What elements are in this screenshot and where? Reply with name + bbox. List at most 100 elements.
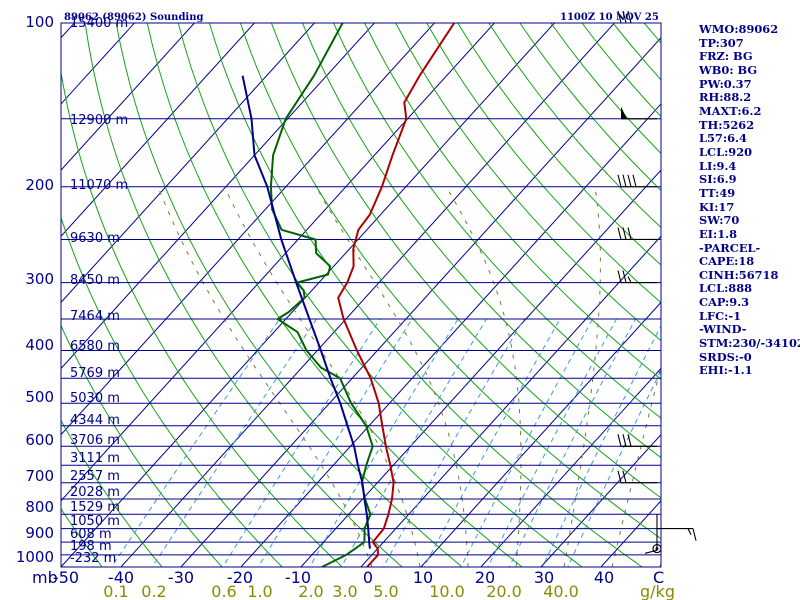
- mixing-ratio-tick-label: 1.0: [247, 582, 272, 600]
- height-label: 5769 m: [70, 366, 120, 381]
- height-label: 5030 m: [70, 391, 120, 406]
- dry-adiabat-line: [146, 23, 523, 567]
- height-label: 1050 m: [70, 514, 120, 529]
- isotherm-line: [180, 37, 661, 567]
- isotherm-line: [61, 23, 376, 370]
- height-label: 2557 m: [70, 469, 120, 484]
- temperature-tick-label: -30: [168, 568, 194, 587]
- mixing-ratio-tick-label: 0.2: [141, 582, 166, 600]
- pressure-tick-label: 500: [25, 388, 54, 406]
- index-row: WMO:89062: [699, 23, 779, 36]
- moist-adiabat-line: [223, 186, 421, 567]
- mixing-ratio-line: [508, 318, 636, 567]
- dry-adiabat-line: [426, 23, 661, 304]
- index-row: LCL:888: [699, 281, 753, 296]
- mixing-ratio-line: [541, 324, 661, 567]
- height-label: 8450 m: [70, 273, 120, 288]
- isotherm-line: [360, 235, 661, 567]
- isotherm-line: [61, 23, 436, 436]
- dry-adiabat-line: [61, 419, 163, 567]
- isotherm-line: [420, 301, 661, 567]
- mixing-ratio-tick-labels: 0.1 0.2 0.6 1.0 2.0 3.0 5.0 10.0 20.0 40.0: [103, 582, 579, 600]
- height-label: -232 m: [70, 551, 116, 566]
- wind-barb: [621, 106, 657, 120]
- height-label: 2028 m: [70, 485, 120, 500]
- sounding-traces: [241, 23, 456, 567]
- height-label: 11070 m: [70, 178, 128, 193]
- dry-adiabat-line: [457, 23, 661, 266]
- index-row: MAXT:6.2: [699, 103, 762, 118]
- wind-barb: [617, 270, 657, 284]
- index-row: CAPE:18: [699, 254, 755, 269]
- index-row: FRZ: BG: [699, 49, 753, 64]
- isotherm-line: [61, 23, 496, 502]
- dry-adiabat-line: [364, 23, 661, 380]
- index-row: LFC:-1: [699, 308, 742, 323]
- index-row: L57:6.4: [699, 131, 747, 146]
- moist-adiabat-line: [157, 186, 373, 567]
- pressure-tick-label: 800: [25, 498, 54, 516]
- wind-barb: [617, 470, 657, 484]
- index-row: SRDS:-0: [699, 349, 752, 364]
- dry-adiabat-line: [61, 216, 283, 567]
- temperature-tick-label: 10: [413, 568, 433, 587]
- index-row: WB0: BG: [699, 62, 758, 77]
- dry-adiabat-line: [61, 69, 343, 567]
- mixing-ratio-tick-label: 40.0: [543, 582, 579, 600]
- isotherm-line: [61, 23, 196, 171]
- index-row: PW:0.37: [699, 76, 752, 91]
- parcel-trace: [241, 75, 371, 549]
- dry-adiabat-line: [395, 23, 661, 342]
- dry-adiabat-line: [270, 23, 661, 499]
- index-row: TH:5262: [699, 117, 755, 132]
- dry-adiabat-line: [84, 23, 403, 567]
- height-label: 7464 m: [70, 309, 120, 324]
- isotherm-line: [0, 11, 25, 579]
- mixing-ratio-line: [423, 318, 561, 567]
- isotherm-line: [300, 169, 661, 567]
- plot-border: [60, 22, 662, 568]
- wind-barb: [617, 434, 657, 447]
- index-row: KI:17: [699, 199, 735, 214]
- index-row: TT:49: [699, 185, 736, 200]
- mixing-ratio-line: [382, 318, 525, 567]
- dry-adiabat-line: [61, 324, 223, 567]
- wind-barbs: [617, 10, 697, 554]
- mixing-ratio-line: [340, 318, 487, 567]
- dry-adiabat-line: [239, 23, 661, 540]
- mixing-ratio-line: [460, 318, 594, 567]
- height-label: 198 m: [70, 539, 112, 554]
- temperature-tick-label: 40: [594, 568, 614, 587]
- height-label: 1529 m: [70, 500, 120, 515]
- index-row: LCL:920: [699, 144, 753, 159]
- dry-adiabat-line: [115, 23, 463, 567]
- isotherm-line: [120, 23, 616, 567]
- index-row: STM:230/-34102156: [699, 336, 800, 351]
- wind-barb: [617, 174, 657, 188]
- x-axis-label: C: [653, 568, 664, 587]
- height-label: 6580 m: [70, 339, 120, 354]
- isotherm-line: [480, 367, 661, 567]
- dewpoint-trace: [269, 23, 374, 567]
- moist-adiabat-line: [445, 186, 522, 567]
- chart-subtitle: 1100Z 10 NOV 25: [560, 12, 659, 23]
- mixing-ratio-line: [487, 318, 617, 567]
- dry-adiabat-line: [177, 23, 583, 567]
- height-label: 608 m: [70, 527, 112, 542]
- index-row: SW:70: [699, 213, 740, 228]
- wind-barb: [657, 528, 697, 541]
- pressure-tick-label: 300: [25, 270, 54, 288]
- chart-title: 89062 (89062) Sounding: [64, 12, 204, 23]
- pressure-tick-label: 400: [25, 336, 54, 354]
- mixing-ratio-tick-label: 20.0: [486, 582, 522, 600]
- height-label: 3111 m: [70, 451, 120, 466]
- index-row: EI:1.8: [699, 226, 738, 241]
- index-row: EHI:-1.1: [699, 363, 753, 378]
- mixing-ratio-tick-label: 0.1: [103, 582, 128, 600]
- y-axis-label: mb: [32, 568, 58, 587]
- plot-frame: [60, 22, 662, 568]
- temperature-trace: [337, 23, 456, 567]
- isotherm-line: [540, 433, 661, 567]
- dry-adiabat-line: [302, 23, 661, 459]
